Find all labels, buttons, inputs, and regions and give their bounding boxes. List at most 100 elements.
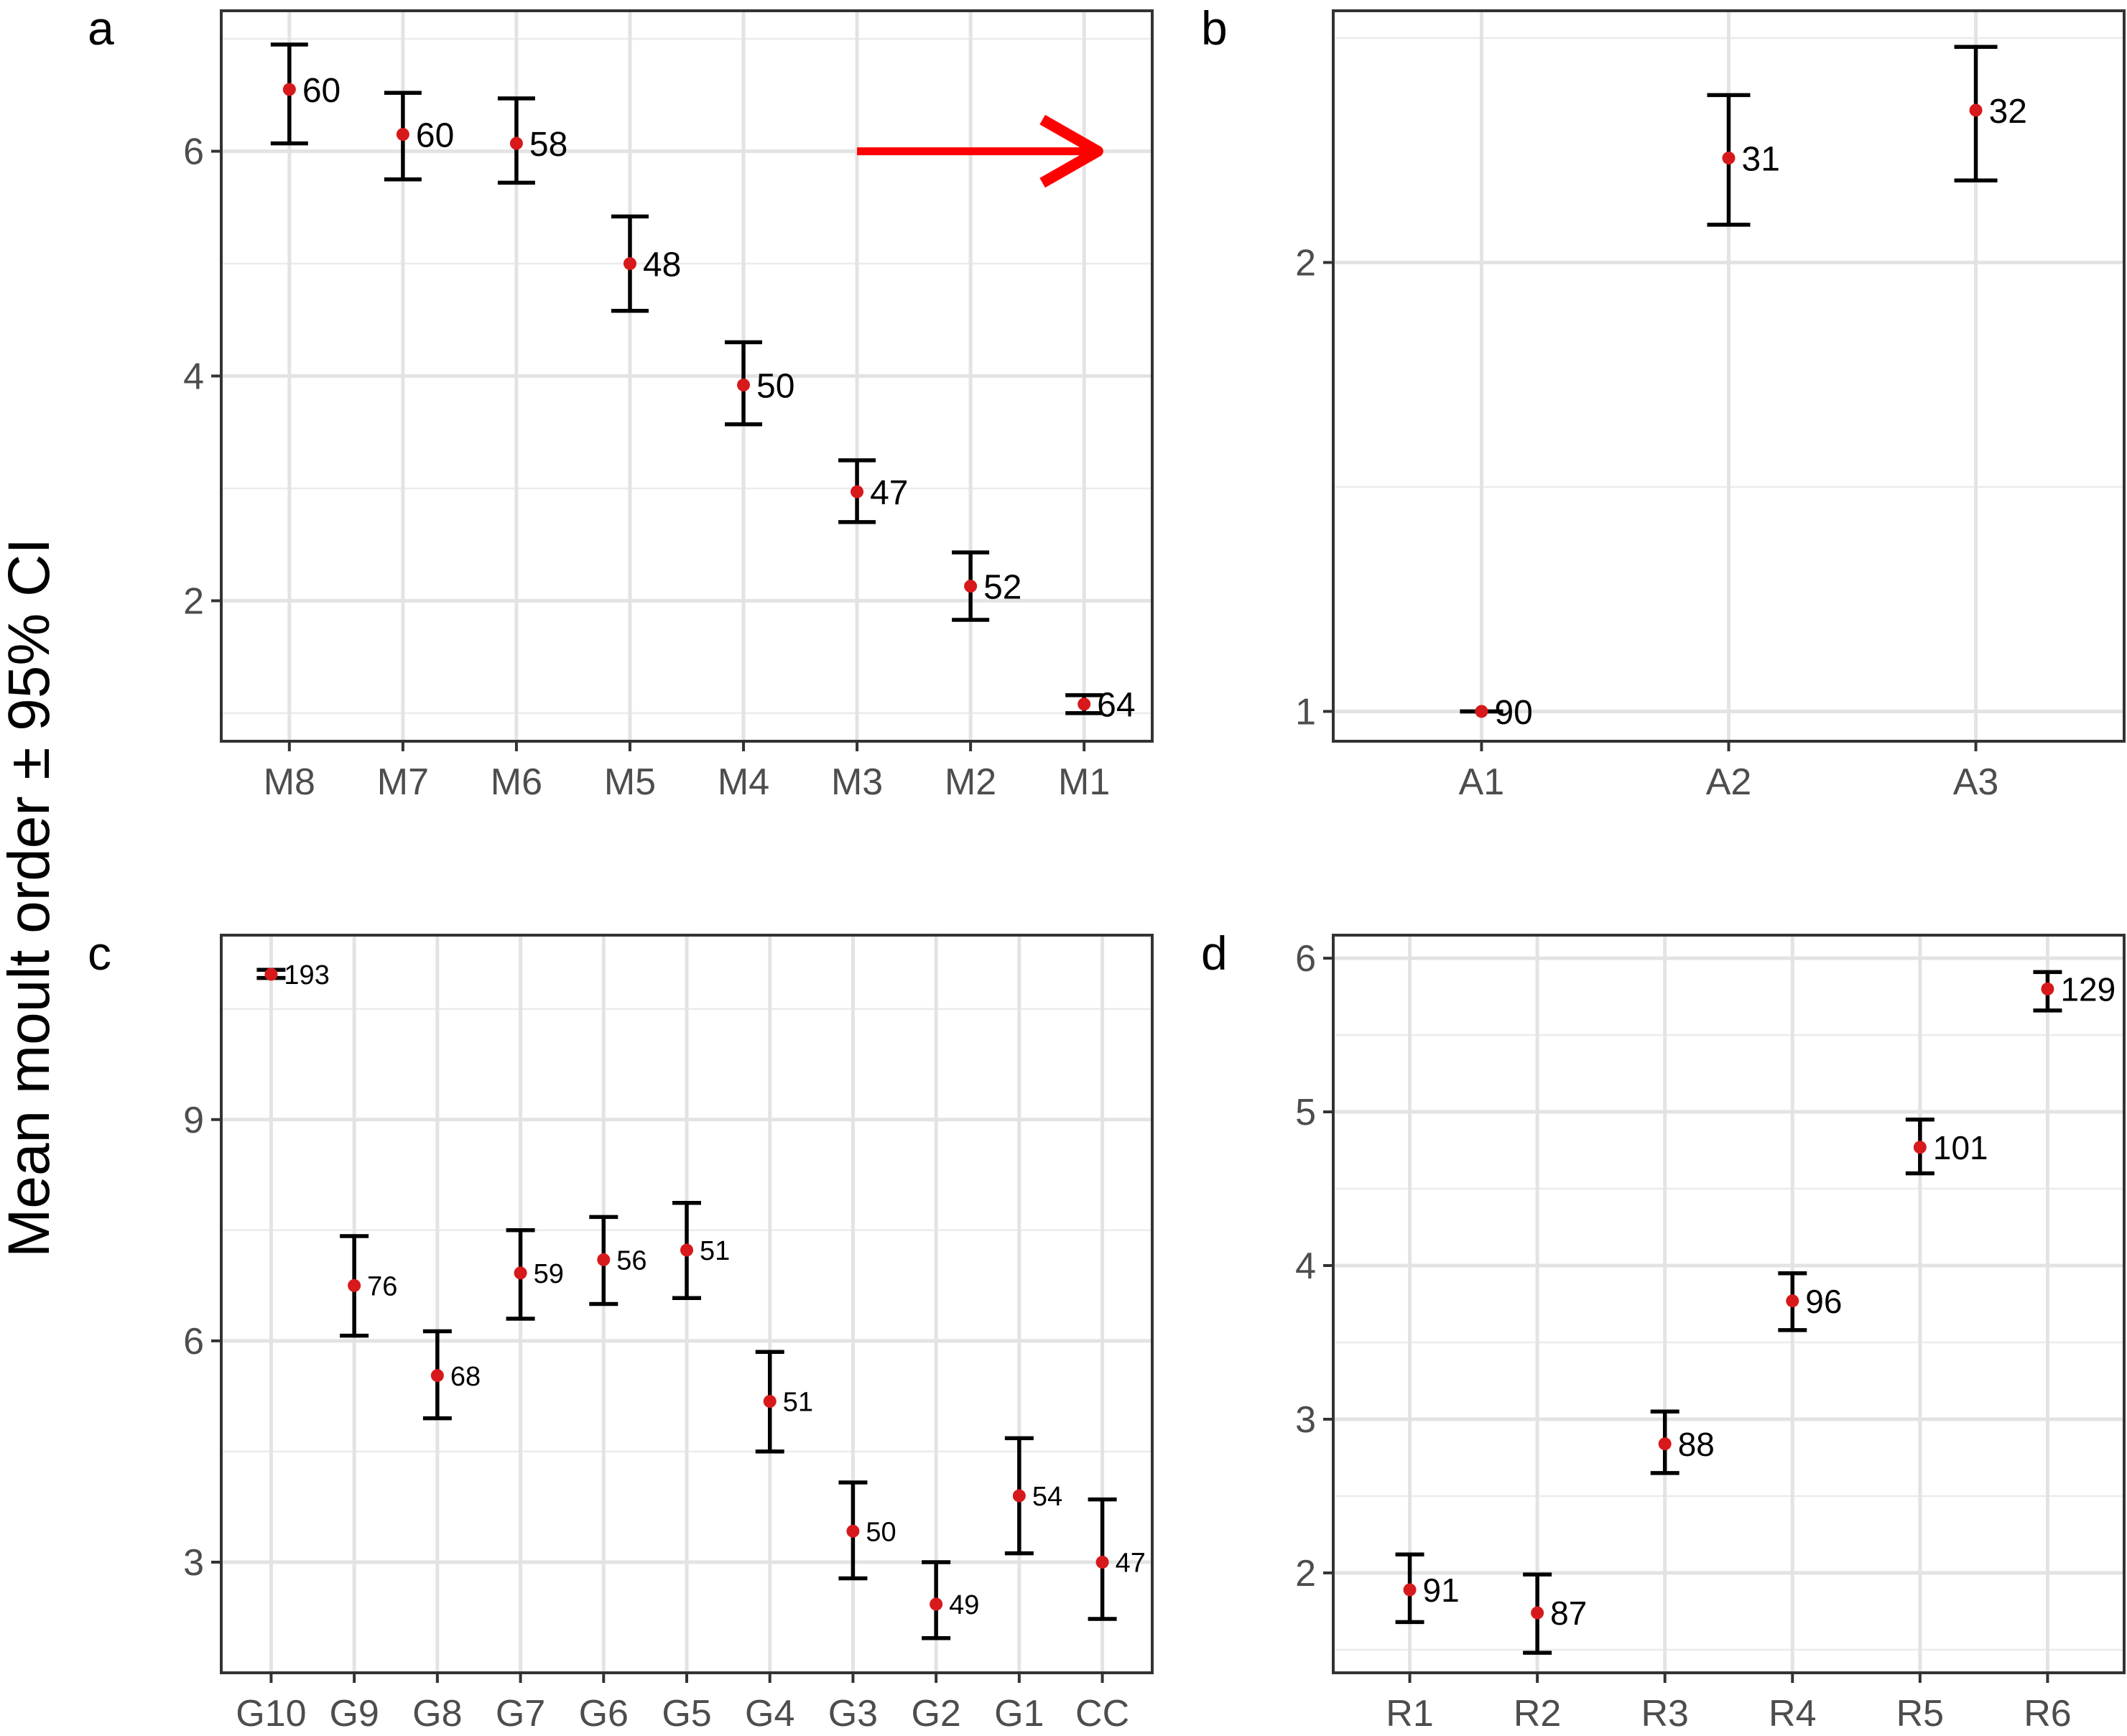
x-tick-label: M3 xyxy=(831,761,883,803)
x-tick-label: G7 xyxy=(496,1693,545,1735)
y-tick-label: 4 xyxy=(1295,1245,1316,1287)
mean-point xyxy=(509,136,523,150)
sample-size-label: 50 xyxy=(866,1517,896,1547)
series-marks: 60 60 58 48 50 47 52 64 xyxy=(270,42,1136,725)
mean-point xyxy=(851,485,864,498)
y-tick-label: 3 xyxy=(183,1542,204,1584)
series-marks: 91 87 88 96 101 129 xyxy=(1395,970,2116,1655)
y-tick-label: 2 xyxy=(1295,242,1316,284)
mean-point xyxy=(430,1369,444,1383)
mean-point xyxy=(1531,1606,1544,1620)
sample-size-label: 129 xyxy=(2060,970,2116,1008)
mean-point xyxy=(623,257,636,271)
mean-point xyxy=(964,580,978,593)
y-axis-title: Mean moult order ± 95% CI xyxy=(0,538,62,1258)
x-tick-label: A1 xyxy=(1459,761,1505,803)
sample-size-label: 58 xyxy=(529,126,567,164)
sample-size-label: 51 xyxy=(783,1388,813,1418)
sample-size-label: 60 xyxy=(302,72,340,110)
mean-point xyxy=(737,379,751,392)
mean-point xyxy=(1658,1437,1672,1451)
sample-size-label: 68 xyxy=(450,1362,481,1392)
x-tick-label: G6 xyxy=(579,1693,629,1735)
sample-size-label: 47 xyxy=(870,474,908,512)
y-tick-label: 6 xyxy=(183,1321,204,1363)
x-tick-label: M5 xyxy=(604,761,656,803)
sample-size-label: 48 xyxy=(643,246,681,284)
panel-label: c xyxy=(88,927,111,980)
x-tick-label: A3 xyxy=(1953,761,1999,803)
y-axis: 12 xyxy=(1295,242,1333,733)
x-tick-label: M4 xyxy=(718,761,769,803)
y-tick-label: 6 xyxy=(183,131,204,173)
plot-background xyxy=(1333,935,2124,1673)
y-tick-label: 5 xyxy=(1295,1092,1316,1133)
x-tick-label: R1 xyxy=(1386,1693,1433,1735)
panel-border xyxy=(1332,934,2126,1674)
sample-size-label: 90 xyxy=(1494,694,1532,732)
mean-point xyxy=(763,1395,777,1408)
mean-point xyxy=(1403,1583,1417,1597)
mean-point xyxy=(348,1278,361,1292)
sample-size-label: 52 xyxy=(983,568,1021,606)
x-tick-label: R6 xyxy=(2024,1693,2071,1735)
sample-size-label: 76 xyxy=(367,1272,397,1302)
mean-point xyxy=(1095,1555,1109,1569)
x-tick-label: R2 xyxy=(1514,1693,1561,1735)
x-tick-label: G3 xyxy=(828,1693,878,1735)
sample-size-label: 91 xyxy=(1423,1572,1460,1609)
panel-label: b xyxy=(1201,1,1228,55)
x-axis: R1 R2 R3 R4 R5 R6 xyxy=(1386,1673,2072,1735)
sample-size-label: 87 xyxy=(1550,1595,1587,1632)
mean-point xyxy=(1475,705,1488,718)
mean-point xyxy=(1969,103,1983,117)
sample-size-label: 49 xyxy=(949,1590,979,1620)
sample-size-label: 50 xyxy=(756,367,794,405)
sample-size-label: 88 xyxy=(1678,1426,1715,1463)
x-tick-label: G9 xyxy=(329,1693,379,1735)
x-axis: M8 M7 M6 M5 M4 M3 M2 M1 xyxy=(264,741,1110,803)
mean-point xyxy=(264,967,278,981)
sample-size-label: 47 xyxy=(1116,1549,1146,1579)
series-marks: 90 31 32 xyxy=(1460,45,2027,732)
x-tick-label: G10 xyxy=(236,1693,306,1735)
x-tick-label: CC xyxy=(1075,1693,1129,1735)
sample-size-label: 56 xyxy=(616,1246,647,1276)
sample-size-label: 31 xyxy=(1742,140,1780,178)
sample-size-label: 32 xyxy=(1989,93,2027,131)
sample-size-label: 193 xyxy=(284,960,329,990)
x-tick-label: M7 xyxy=(377,761,429,803)
x-tick-label: G5 xyxy=(662,1693,711,1735)
y-tick-label: 3 xyxy=(1295,1399,1316,1441)
mean-point xyxy=(1913,1141,1927,1154)
mean-point xyxy=(1078,697,1091,711)
x-tick-label: M8 xyxy=(264,761,315,803)
y-tick-label: 9 xyxy=(183,1100,204,1141)
x-tick-label: G8 xyxy=(412,1693,462,1735)
sample-size-label: 60 xyxy=(416,116,454,154)
mean-point xyxy=(846,1524,860,1538)
mean-point xyxy=(2041,982,2054,995)
sample-size-label: 64 xyxy=(1097,687,1135,725)
x-tick-label: M2 xyxy=(945,761,996,803)
panel-a: 60 60 58 48 50 47 52 64 2 4 6 M8 M7 M6 M5 M4 M3 M2 M1 a xyxy=(88,1,1154,803)
mean-point xyxy=(396,128,409,141)
series-marks: 193 76 68 59 56 51 51 50 49 54 47 xyxy=(256,960,1146,1640)
x-tick-label: R5 xyxy=(1896,1693,1944,1735)
sample-size-label: 59 xyxy=(534,1259,564,1289)
mean-point xyxy=(597,1253,611,1266)
y-axis: 2 3 4 5 6 xyxy=(1295,938,1333,1595)
panel-d: 91 87 88 96 101 129 2 3 4 5 6 R1 R2 R3 R4 R5 R6 d xyxy=(1201,927,2126,1735)
y-tick-label: 1 xyxy=(1295,691,1316,733)
y-tick-label: 4 xyxy=(183,356,204,398)
y-axis: 2 4 6 xyxy=(183,131,221,622)
x-tick-label: R3 xyxy=(1641,1693,1688,1735)
grid xyxy=(1333,935,2124,1673)
mean-point xyxy=(930,1597,943,1611)
mean-point xyxy=(282,83,296,96)
x-tick-label: R4 xyxy=(1769,1693,1816,1735)
x-tick-label: G1 xyxy=(994,1693,1044,1735)
x-tick-label: M1 xyxy=(1058,761,1110,803)
y-tick-label: 2 xyxy=(1295,1553,1316,1595)
